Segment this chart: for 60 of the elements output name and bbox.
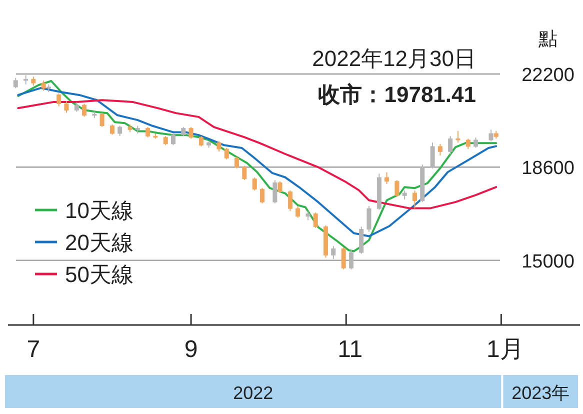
candlestick [456, 130, 460, 144]
candlestick [474, 136, 478, 148]
candlestick [260, 187, 264, 204]
y-tick-label: 22200 [522, 65, 574, 86]
candlestick [198, 136, 204, 147]
candlestick [438, 143, 442, 156]
candlestick [100, 112, 104, 128]
candlestick [296, 205, 300, 218]
candlestick [359, 226, 364, 254]
candlestick [31, 76, 36, 86]
candlestick [412, 190, 418, 210]
text: 2023年 [512, 383, 570, 403]
candlestick [402, 190, 407, 200]
candlestick [234, 156, 240, 169]
candlestick [448, 136, 453, 155]
candlestick [181, 126, 186, 137]
candlestick [252, 177, 257, 191]
candlestick [170, 133, 176, 146]
y-axis-title: 點 [538, 29, 558, 50]
candlestick [74, 102, 79, 112]
candlestick [430, 142, 435, 169]
candlestick [466, 138, 470, 150]
legend-label: 50天線 [65, 262, 134, 287]
candlestick [331, 246, 336, 260]
candlestick [288, 190, 292, 212]
candlestick [163, 136, 168, 146]
y-tick-label: 15000 [522, 251, 574, 272]
candlestick [366, 205, 372, 232]
candlestick [272, 180, 278, 204]
candlestick [13, 77, 18, 89]
candlestick [384, 172, 390, 184]
candlestick [82, 103, 87, 118]
candlestick [216, 140, 222, 152]
legend-label: 20天線 [65, 230, 134, 255]
candlestick [118, 125, 122, 137]
candlestick [306, 210, 310, 221]
candlestick [224, 147, 229, 160]
text: 2022年12月30日 [312, 46, 476, 71]
candlestick [64, 100, 69, 114]
candlestick [341, 246, 346, 270]
x-tick-label: 7 [26, 336, 40, 363]
candlestick [56, 92, 62, 107]
annotation: 收市：19781.41 [318, 82, 476, 107]
candlestick [41, 80, 46, 92]
candlestick [110, 124, 114, 136]
x-tick-label: 11 [338, 336, 363, 363]
x-tick-label: 9 [184, 336, 198, 363]
candlestick [394, 180, 400, 198]
text: 2022 [233, 383, 274, 403]
candlestick [278, 180, 282, 194]
legend-label: 10天線 [65, 198, 134, 223]
candlestick [313, 212, 318, 228]
candlestick [24, 74, 28, 85]
x-tick-label: 1月 [486, 336, 524, 363]
y-tick-label: 18600 [522, 158, 574, 180]
candlestick [146, 126, 150, 138]
candlestick [242, 165, 247, 181]
candlestick [348, 249, 354, 270]
candlestick [488, 129, 494, 142]
candlestick [188, 126, 194, 140]
